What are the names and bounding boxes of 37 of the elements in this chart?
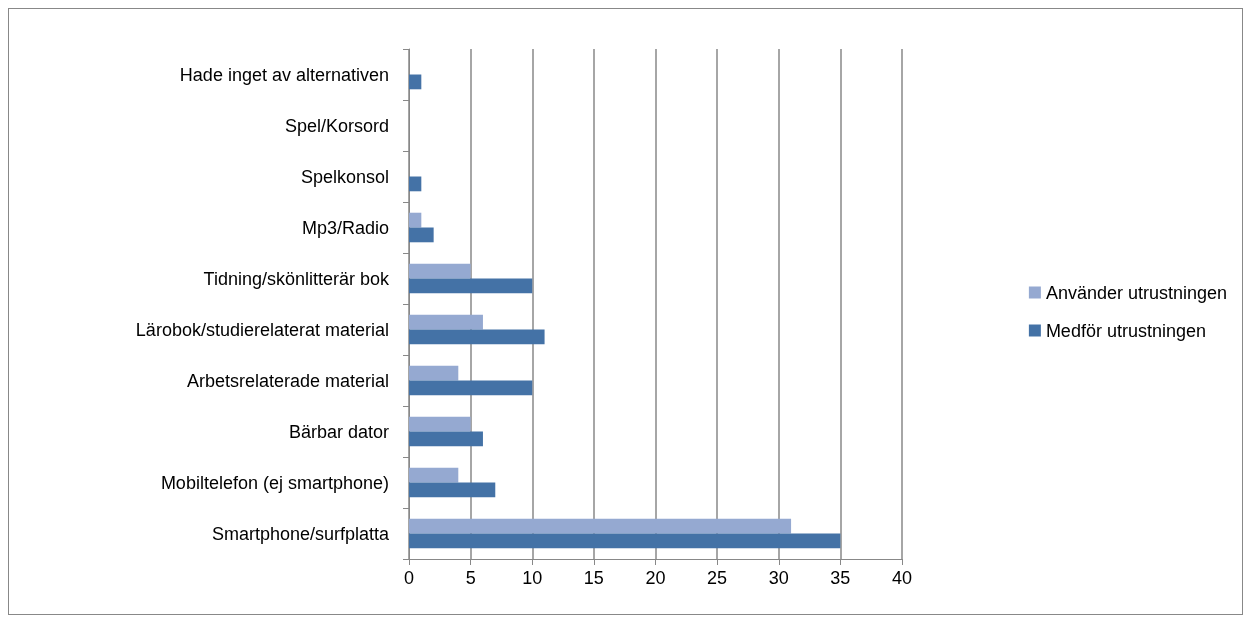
bar — [409, 380, 533, 396]
x-tick-label: 15 — [583, 568, 604, 588]
bar — [409, 314, 483, 330]
y-tick-label: Tidning/skönlitterär bok — [203, 268, 390, 289]
bar — [409, 518, 792, 534]
bar — [409, 467, 459, 483]
y-tick-label: Bärbar dator — [288, 421, 389, 442]
bar — [409, 212, 422, 228]
bar — [409, 365, 459, 381]
y-tick-label: Spelkonsol — [300, 166, 389, 187]
y-tick-label: Lärobok/studierelaterat material — [135, 319, 389, 340]
y-tick-label: Spel/Korsord — [284, 115, 389, 136]
bar — [409, 227, 434, 243]
bar — [409, 416, 471, 432]
bar — [409, 533, 841, 549]
x-tick-label: 5 — [465, 568, 476, 588]
x-tick-label: 40 — [891, 568, 913, 588]
bar — [409, 278, 533, 294]
bar — [409, 329, 545, 345]
legend-label: Använder utrustningen — [1045, 282, 1227, 303]
y-tick-label: Arbetsrelaterade material — [186, 370, 389, 391]
bar — [409, 431, 483, 447]
bar — [409, 74, 422, 90]
y-tick-label: Hade inget av alternativen — [179, 64, 389, 85]
x-tick-label: 35 — [830, 568, 851, 588]
bar — [409, 482, 496, 498]
x-tick-label: 0 — [403, 568, 415, 588]
bar — [409, 176, 422, 192]
legend-label: Medför utrustningen — [1045, 320, 1206, 341]
bar — [409, 263, 471, 279]
x-tick-label: 20 — [645, 568, 666, 588]
y-tick-label: Mobiltelefon (ej smartphone) — [160, 472, 389, 493]
x-tick-label: 30 — [768, 568, 789, 588]
y-tick-label: Smartphone/surfplatta — [211, 523, 390, 544]
x-tick-label: 25 — [707, 568, 728, 588]
y-tick-label: Mp3/Radio — [301, 217, 389, 238]
x-tick-label: 10 — [522, 568, 543, 588]
